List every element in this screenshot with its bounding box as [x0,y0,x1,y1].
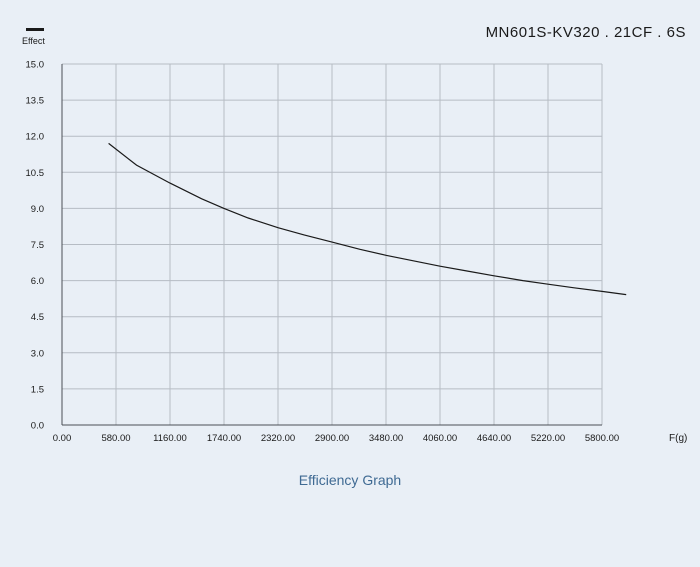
y-tick-label: 3.0 [31,348,44,359]
x-tick-label: 4640.00 [477,433,511,444]
series-line-effect [108,142,627,296]
x-tick-label: 1160.00 [153,433,187,444]
y-tick-label: 9.0 [31,204,44,215]
model-title: MN601S-KV320 . 21CF . 6S [485,24,686,41]
x-tick-label: 0.00 [53,433,72,444]
x-tick-label: 580.00 [101,433,130,444]
y-tick-label: 15.0 [26,60,45,71]
y-tick-label: 7.5 [31,240,44,251]
x-tick-label: 5800.00 [585,433,619,444]
y-tick-label: 4.5 [31,312,44,323]
x-tick-label: 1740.00 [207,433,241,444]
x-axis-label: F(g) [669,433,687,444]
x-tick-label: 3480.00 [369,433,403,444]
x-tick-label: 4060.00 [423,433,457,444]
y-tick-labels: 0.0 1.5 3.0 4.5 6.0 7.5 9.0 10.5 12.0 13.5 15.0 [26,60,45,432]
y-tick-label: 1.5 [31,384,44,395]
x-tick-label: 2900.00 [315,433,349,444]
y-tick-label: 12.0 [26,132,45,143]
legend-swatch [26,28,44,31]
y-tick-label: 0.0 [31,421,44,432]
x-tick-labels: 0.00 580.00 1160.00 1740.00 2320.00 2900.00 34… [53,433,619,444]
axes [61,64,602,426]
y-tick-label: 13.5 [26,96,45,107]
y-tick-label: 6.0 [31,276,44,287]
y-tick-label: 10.5 [26,168,45,179]
x-tick-label: 2320.00 [261,433,295,444]
grid-lines [61,63,603,426]
legend-label: Effect [22,36,45,46]
x-tick-label: 5220.00 [531,433,565,444]
chart-caption: Efficiency Graph [298,472,402,488]
